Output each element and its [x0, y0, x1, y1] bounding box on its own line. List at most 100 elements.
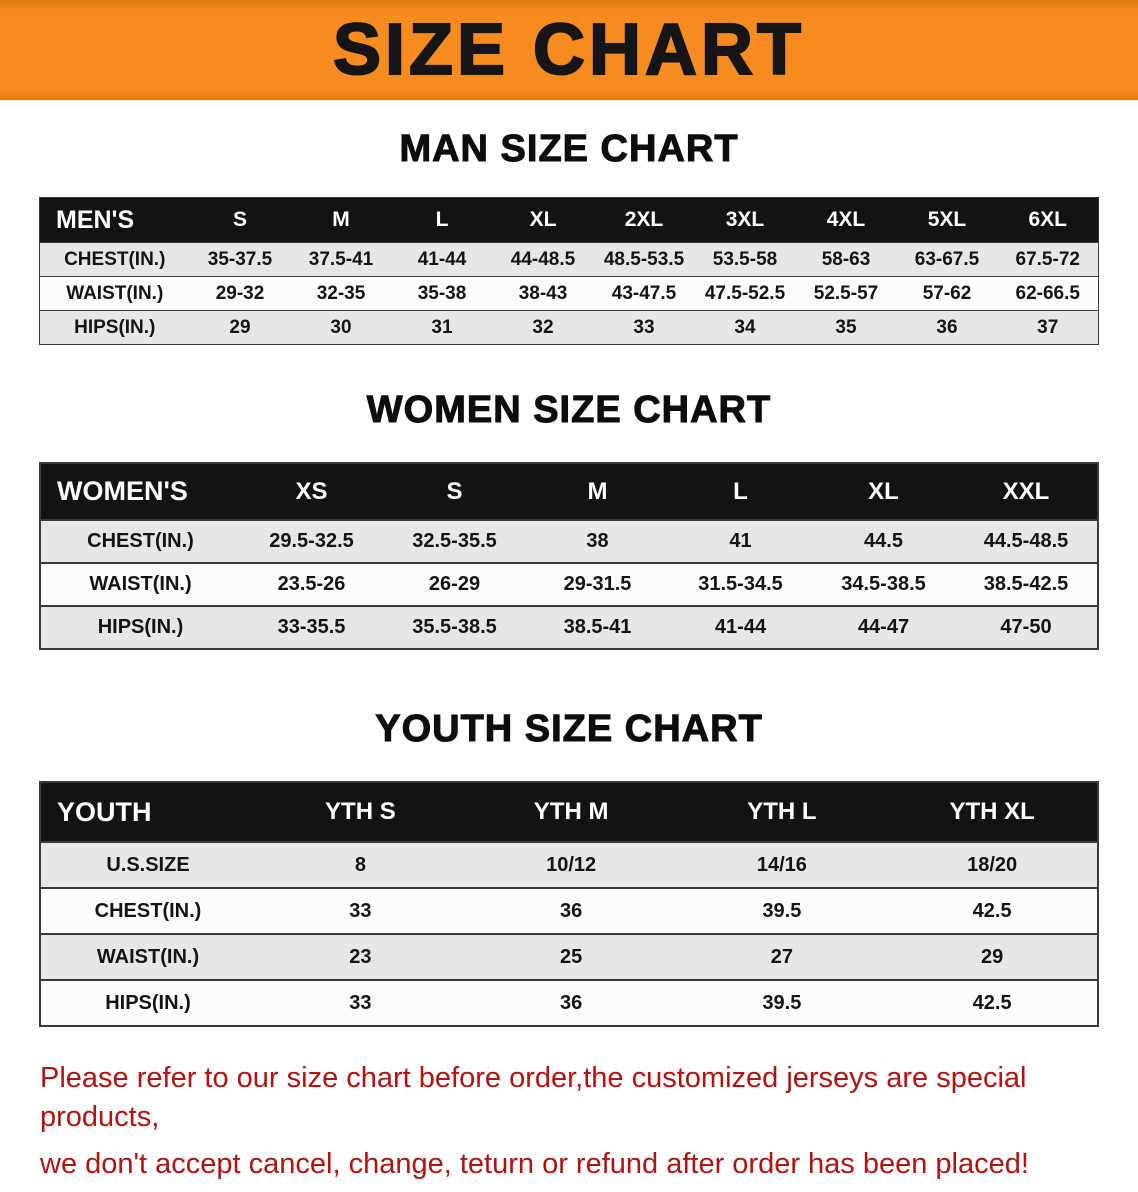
table-row: HIPS(IN.) 29 30 31 32 33 34 35 36 37 [39, 310, 1099, 345]
size-column-header: YTH S [255, 782, 466, 842]
size-value: 43-47.5 [611, 282, 677, 304]
men-section: MAN SIZE CHART MEN'S S M L XL 2XL 3XL 4XL 5XL 6XL… [0, 128, 1138, 345]
table-header-row: YOUTH YTH S YTH M YTH L YTH XL [40, 782, 1098, 842]
size-value: 57-62 [922, 282, 972, 304]
row-label: CHEST(IN.) [87, 530, 194, 552]
size-value: 37 [1037, 316, 1059, 338]
size-value: 10/12 [546, 853, 597, 876]
size-value: 31 [431, 316, 453, 338]
youth-section-title: YOUTH SIZE CHART [375, 708, 763, 751]
size-value: 29-32 [215, 282, 265, 304]
size-value: 32.5-35.5 [412, 530, 497, 552]
row-label: CHEST(IN.) [94, 899, 202, 922]
size-value: 53.5-58 [712, 248, 778, 270]
table-header-row: MEN'S S M L XL 2XL 3XL 4XL 5XL 6XL [39, 197, 1099, 243]
size-value: 32 [532, 316, 554, 338]
size-value: 38 [586, 530, 609, 552]
table-row: HIPS(IN.) 33 36 39.5 42.5 [40, 980, 1098, 1026]
size-value: 33 [349, 991, 372, 1014]
men-section-title: MAN SIZE CHART [399, 128, 739, 171]
table-row: WAIST(IN.) 29-32 32-35 35-38 38-43 43-47.5 47.… [39, 276, 1099, 311]
size-value: 29-31.5 [563, 573, 632, 595]
disclaimer: Please refer to our size chart before or… [40, 1059, 1098, 1184]
row-label: WAIST(IN.) [96, 945, 200, 968]
size-value: 27 [770, 945, 793, 968]
banner: SIZE CHART [0, 0, 1138, 100]
table-row: HIPS(IN.) 33-35.5 35.5-38.5 38.5-41 41-44 44-… [40, 606, 1098, 649]
size-value: 39.5 [762, 899, 802, 922]
size-value: 18/20 [967, 853, 1018, 876]
size-value: 25 [560, 945, 583, 968]
size-column-header: M [526, 463, 669, 520]
men-size-table: MEN'S S M L XL 2XL 3XL 4XL 5XL 6XL CHEST(IN.) 35-37… [39, 197, 1099, 345]
size-value: 33-35.5 [277, 616, 346, 638]
size-value: 44.5 [864, 530, 903, 552]
size-value: 38.5-41 [563, 616, 632, 638]
size-value: 35-38 [417, 282, 467, 304]
women-section: WOMEN SIZE CHART WOMEN'S XS S M L XL XXL CHEST(… [0, 389, 1138, 650]
table-row: U.S.SIZE 8 10/12 14/16 18/20 [40, 842, 1098, 888]
size-value: 30 [330, 316, 352, 338]
size-value: 23 [349, 945, 372, 968]
size-value: 67.5-72 [1015, 248, 1080, 270]
youth-section: YOUTH SIZE CHART YOUTH YTH S YTH M YTH L YTH… [0, 708, 1138, 1027]
size-value: 33 [633, 316, 655, 338]
disclaimer-line-2: we don't accept cancel, change, teturn o… [40, 1148, 1029, 1181]
size-value: 47.5-52.5 [704, 282, 786, 304]
size-column-header: 5XL [896, 197, 998, 243]
size-column-header: YTH XL [887, 782, 1098, 842]
size-column-header: M [290, 197, 392, 243]
size-value: 58-63 [821, 248, 871, 270]
row-label: U.S.SIZE [106, 853, 190, 876]
size-value: 48.5-53.5 [603, 248, 685, 270]
disclaimer-line-1: Please refer to our size chart before or… [40, 1062, 1027, 1134]
table-row: CHEST(IN.) 35-37.5 37.5-41 41-44 44-48.5 48.5… [39, 242, 1099, 277]
size-value: 44.5-48.5 [983, 530, 1069, 552]
row-label: CHEST(IN.) [64, 248, 166, 270]
size-value: 8 [354, 853, 366, 876]
size-value: 39.5 [762, 991, 802, 1014]
size-column-header: 6XL [997, 197, 1099, 243]
size-value: 63-67.5 [914, 248, 980, 270]
table-row: CHEST(IN.) 33 36 39.5 42.5 [40, 888, 1098, 934]
size-value: 41-44 [714, 616, 767, 638]
size-value: 38-43 [518, 282, 568, 304]
size-column-header: XL [492, 197, 594, 243]
row-label: HIPS(IN.) [74, 316, 156, 338]
row-label: WAIST(IN.) [66, 282, 164, 304]
row-label: HIPS(IN.) [97, 616, 184, 638]
size-value: 36 [560, 991, 583, 1014]
size-value: 42.5 [972, 991, 1012, 1014]
size-value: 34.5-38.5 [841, 573, 926, 595]
youth-size-table: YOUTH YTH S YTH M YTH L YTH XL U.S.SIZE 8 10/12… [39, 781, 1099, 1027]
table-row: WAIST(IN.) 23 25 27 29 [40, 934, 1098, 980]
row-label: WAIST(IN.) [89, 573, 192, 595]
size-value: 47-50 [1000, 616, 1052, 638]
size-value: 29 [229, 316, 251, 338]
table-row: CHEST(IN.) 29.5-32.5 32.5-35.5 38 41 44.5 44.5… [40, 520, 1098, 563]
banner-title: SIZE CHART [332, 9, 805, 91]
size-column-header: XS [240, 463, 383, 520]
size-value: 32-35 [316, 282, 366, 304]
table-header-row: WOMEN'S XS S M L XL XXL [40, 463, 1098, 520]
size-column-header: XXL [955, 463, 1098, 520]
size-value: 41-44 [417, 248, 467, 270]
size-column-header: L [669, 463, 812, 520]
women-section-title: WOMEN SIZE CHART [366, 389, 772, 432]
table-corner-label: MEN'S [39, 197, 190, 243]
size-value: 41 [729, 530, 752, 552]
size-value: 29.5-32.5 [269, 530, 354, 552]
size-value: 44-47 [857, 616, 910, 638]
size-value: 38.5-42.5 [983, 573, 1069, 595]
size-column-header: 2XL [593, 197, 695, 243]
row-label: HIPS(IN.) [105, 991, 191, 1014]
size-value: 37.5-41 [308, 248, 374, 270]
table-corner-label: WOMEN'S [40, 463, 240, 520]
size-column-header: 3XL [694, 197, 796, 243]
size-value: 36 [936, 316, 958, 338]
size-value: 34 [734, 316, 756, 338]
size-value: 35 [835, 316, 857, 338]
size-column-header: S [383, 463, 526, 520]
size-value: 36 [560, 899, 583, 922]
size-value: 35.5-38.5 [412, 616, 497, 638]
